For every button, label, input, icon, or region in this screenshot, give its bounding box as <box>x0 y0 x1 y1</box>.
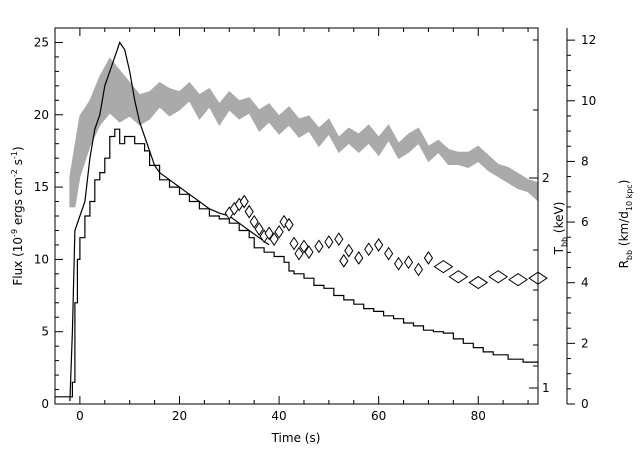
x-tick-label: 20 <box>172 409 187 423</box>
temperature-point <box>314 239 324 254</box>
flux-peak-line <box>69 41 270 402</box>
y-radius-tick-label: 2 <box>581 336 589 350</box>
temperature-point <box>344 243 354 258</box>
y-radius-tick-label: 0 <box>581 397 589 411</box>
y-left-tick-label: 25 <box>34 35 49 49</box>
y-temp-tick-label: 2 <box>542 171 550 185</box>
y-radius-tick-label: 4 <box>581 276 589 290</box>
y-left-tick-label: 15 <box>34 180 49 194</box>
y-axis-temp-ticks: 21 <box>529 39 550 395</box>
temperature-point <box>393 256 404 271</box>
temperature-point <box>304 245 314 260</box>
temperature-point <box>284 217 294 232</box>
temperature-point <box>294 246 304 261</box>
temperature-point <box>364 242 374 257</box>
temperature-point <box>324 235 334 249</box>
flux-layer <box>55 41 539 402</box>
temperature-point <box>339 253 349 268</box>
y-left-tick-label: 20 <box>34 108 49 122</box>
temperature-points-layer <box>224 194 548 290</box>
temperature-point <box>264 226 274 241</box>
y-axis-left-ticks: 0 5 10 15 20 25 <box>34 35 63 411</box>
x-tick-label: 80 <box>471 409 486 423</box>
temperature-point <box>249 214 259 229</box>
y-axis-left-label: Flux (10-9 ergs cm-2 s-1) <box>10 146 25 285</box>
temperature-point <box>374 238 384 252</box>
temperature-point <box>468 275 489 290</box>
x-axis-label: Time (s) <box>271 431 321 445</box>
y-radius-tick-label: 10 <box>581 94 596 108</box>
flux-series-line <box>55 128 539 398</box>
temperature-point <box>334 232 344 247</box>
temperature-point <box>254 222 264 236</box>
temperature-point <box>384 246 394 261</box>
temperature-point <box>448 270 469 284</box>
temperature-point <box>433 260 454 274</box>
temperature-point <box>299 239 309 254</box>
temperature-point <box>244 204 254 219</box>
y-left-tick-label: 5 <box>41 325 49 339</box>
y-radius-tick-label: 8 <box>581 154 589 168</box>
x-tick-label: 0 <box>76 409 84 423</box>
y-temp-tick-label: 1 <box>542 381 550 395</box>
y-axis-radius-ticks: 0 2 4 6 8 10 12 <box>567 33 596 411</box>
temperature-point <box>423 251 434 265</box>
y-radius-tick-label: 12 <box>581 33 596 47</box>
temperature-point <box>488 270 509 284</box>
temperature-point <box>274 225 284 239</box>
y-radius-tick-label: 6 <box>581 215 589 229</box>
y-axis-radius-label: Rbb (km/d10 kpc) <box>617 180 634 269</box>
temperature-point <box>289 236 299 251</box>
temperature-point <box>269 232 279 247</box>
y-left-tick-label: 10 <box>34 252 49 266</box>
temperature-point <box>354 251 364 265</box>
x-axis-ticks: 0 20 40 60 80 <box>76 28 529 423</box>
x-tick-label: 60 <box>371 409 386 423</box>
temperature-point <box>239 194 249 209</box>
temperature-point <box>508 273 528 287</box>
y-left-tick-label: 0 <box>41 397 49 411</box>
temperature-point <box>403 255 414 270</box>
y-axis-temp-label: Tbb (keV) <box>552 202 569 256</box>
temperature-point <box>413 262 424 277</box>
x-tick-label: 40 <box>271 409 286 423</box>
